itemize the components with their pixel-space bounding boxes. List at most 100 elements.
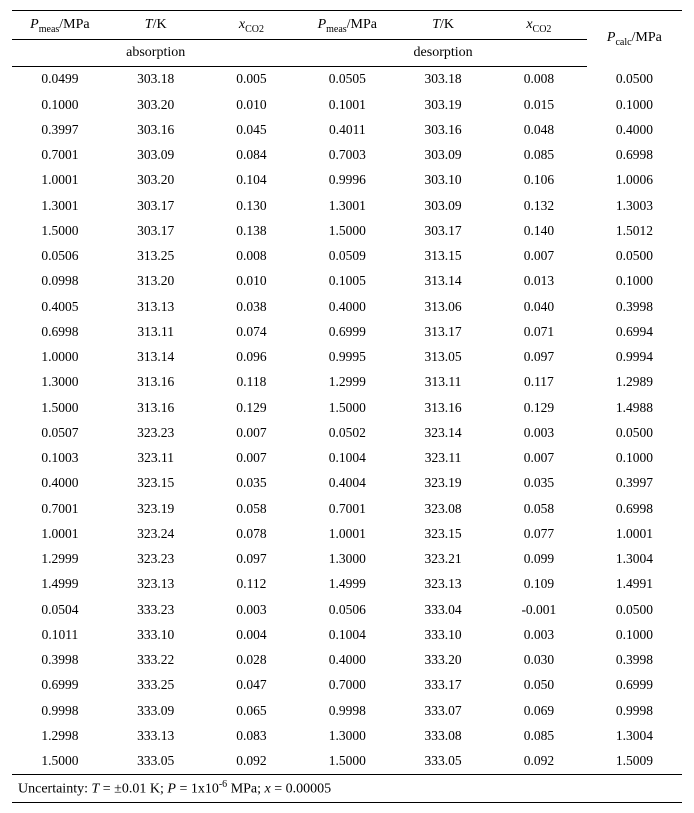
table-row: 1.5000333.050.0921.5000333.050.0921.5009 <box>12 749 682 775</box>
table-cell: 0.035 <box>204 471 300 496</box>
table-cell: -0.001 <box>491 597 587 622</box>
table-cell: 0.117 <box>491 370 587 395</box>
table-cell: 323.24 <box>108 521 204 546</box>
table-cell: 0.7000 <box>299 673 395 698</box>
table-cell: 1.5000 <box>299 749 395 775</box>
table-cell: 0.9996 <box>299 168 395 193</box>
table-cell: 1.5000 <box>299 395 395 420</box>
table-cell: 1.0000 <box>12 345 108 370</box>
table-cell: 0.099 <box>491 547 587 572</box>
table-cell: 1.3000 <box>299 723 395 748</box>
table-row: 0.9998333.090.0650.9998333.070.0690.9998 <box>12 698 682 723</box>
table-cell: 323.14 <box>395 420 491 445</box>
table-cell: 323.19 <box>395 471 491 496</box>
table-row: 0.4000323.150.0350.4004323.190.0350.3997 <box>12 471 682 496</box>
table-cell: 0.7001 <box>299 496 395 521</box>
table-cell: 0.4000 <box>12 471 108 496</box>
table-cell: 313.16 <box>395 395 491 420</box>
table-cell: 1.4988 <box>587 395 682 420</box>
table-row: 0.1003323.110.0070.1004323.110.0070.1000 <box>12 446 682 471</box>
header-desorption: desorption <box>299 39 586 66</box>
table-cell: 0.9998 <box>299 698 395 723</box>
table-cell: 0.040 <box>491 294 587 319</box>
table-foot: Uncertainty: T = ±0.01 K; P = 1x10-6 MPa… <box>12 774 682 803</box>
table-cell: 0.077 <box>491 521 587 546</box>
table-cell: 0.071 <box>491 319 587 344</box>
table-cell: 0.4000 <box>587 117 682 142</box>
table-cell: 0.097 <box>491 345 587 370</box>
table-cell: 0.0507 <box>12 420 108 445</box>
table-row: 0.0507323.230.0070.0502323.140.0030.0500 <box>12 420 682 445</box>
table-cell: 0.007 <box>491 244 587 269</box>
table-cell: 1.0001 <box>587 521 682 546</box>
table-cell: 333.22 <box>108 648 204 673</box>
table-cell: 0.058 <box>491 496 587 521</box>
table-cell: 313.16 <box>108 395 204 420</box>
table-cell: 0.1004 <box>299 622 395 647</box>
table-cell: 333.17 <box>395 673 491 698</box>
table-cell: 323.23 <box>108 547 204 572</box>
table-row: 0.7001303.090.0840.7003303.090.0850.6998 <box>12 143 682 168</box>
table-cell: 1.0001 <box>12 168 108 193</box>
table-cell: 0.0509 <box>299 244 395 269</box>
table-cell: 0.6998 <box>587 143 682 168</box>
table-cell: 0.0505 <box>299 66 395 92</box>
table-cell: 0.048 <box>491 117 587 142</box>
header-tk-des: T/K <box>395 11 491 40</box>
table-cell: 1.4999 <box>12 572 108 597</box>
table-cell: 1.2989 <box>587 370 682 395</box>
table-cell: 1.5012 <box>587 218 682 243</box>
table-cell: 1.5000 <box>12 749 108 775</box>
data-table: Pmeas/MPa T/K xCO2 Pmeas/MPa T/K xCO2 Pc… <box>12 10 682 803</box>
table-cell: 0.9998 <box>12 698 108 723</box>
table-cell: 303.09 <box>395 143 491 168</box>
table-cell: 303.16 <box>395 117 491 142</box>
table-cell: 313.14 <box>395 269 491 294</box>
table-cell: 0.3997 <box>587 471 682 496</box>
table-cell: 0.4004 <box>299 471 395 496</box>
header-row-1: Pmeas/MPa T/K xCO2 Pmeas/MPa T/K xCO2 Pc… <box>12 11 682 40</box>
table-cell: 0.078 <box>204 521 300 546</box>
table-cell: 0.035 <box>491 471 587 496</box>
table-cell: 0.013 <box>491 269 587 294</box>
table-row: 1.2998333.130.0831.3000333.080.0851.3004 <box>12 723 682 748</box>
table-cell: 313.13 <box>108 294 204 319</box>
table-cell: 0.129 <box>204 395 300 420</box>
table-cell: 0.106 <box>491 168 587 193</box>
table-cell: 0.0500 <box>587 66 682 92</box>
table-cell: 0.008 <box>491 66 587 92</box>
table-cell: 333.05 <box>108 749 204 775</box>
table-cell: 0.4011 <box>299 117 395 142</box>
table-cell: 0.050 <box>491 673 587 698</box>
table-cell: 0.130 <box>204 193 300 218</box>
table-cell: 303.20 <box>108 168 204 193</box>
table-cell: 303.17 <box>108 218 204 243</box>
table-cell: 323.13 <box>395 572 491 597</box>
table-cell: 0.007 <box>204 446 300 471</box>
table-cell: 0.074 <box>204 319 300 344</box>
table-cell: 0.010 <box>204 92 300 117</box>
table-cell: 1.5000 <box>12 395 108 420</box>
table-cell: 333.20 <box>395 648 491 673</box>
table-cell: 0.9995 <box>299 345 395 370</box>
table-cell: 1.2998 <box>12 723 108 748</box>
table-cell: 0.038 <box>204 294 300 319</box>
table-cell: 0.7003 <box>299 143 395 168</box>
table-cell: 303.20 <box>108 92 204 117</box>
table-cell: 0.004 <box>204 622 300 647</box>
table-cell: 1.3001 <box>299 193 395 218</box>
table-cell: 0.1000 <box>587 92 682 117</box>
header-pmeas-abs: Pmeas/MPa <box>12 11 108 40</box>
table-cell: 1.3003 <box>587 193 682 218</box>
table-cell: 0.030 <box>491 648 587 673</box>
table-cell: 1.4991 <box>587 572 682 597</box>
table-cell: 313.25 <box>108 244 204 269</box>
table-cell: 0.1000 <box>12 92 108 117</box>
table-cell: 333.23 <box>108 597 204 622</box>
table-cell: 0.028 <box>204 648 300 673</box>
table-cell: 303.09 <box>108 143 204 168</box>
table-cell: 0.084 <box>204 143 300 168</box>
header-pcalc: Pcalc/MPa <box>587 11 682 67</box>
table-cell: 0.1004 <box>299 446 395 471</box>
table-cell: 0.6999 <box>299 319 395 344</box>
